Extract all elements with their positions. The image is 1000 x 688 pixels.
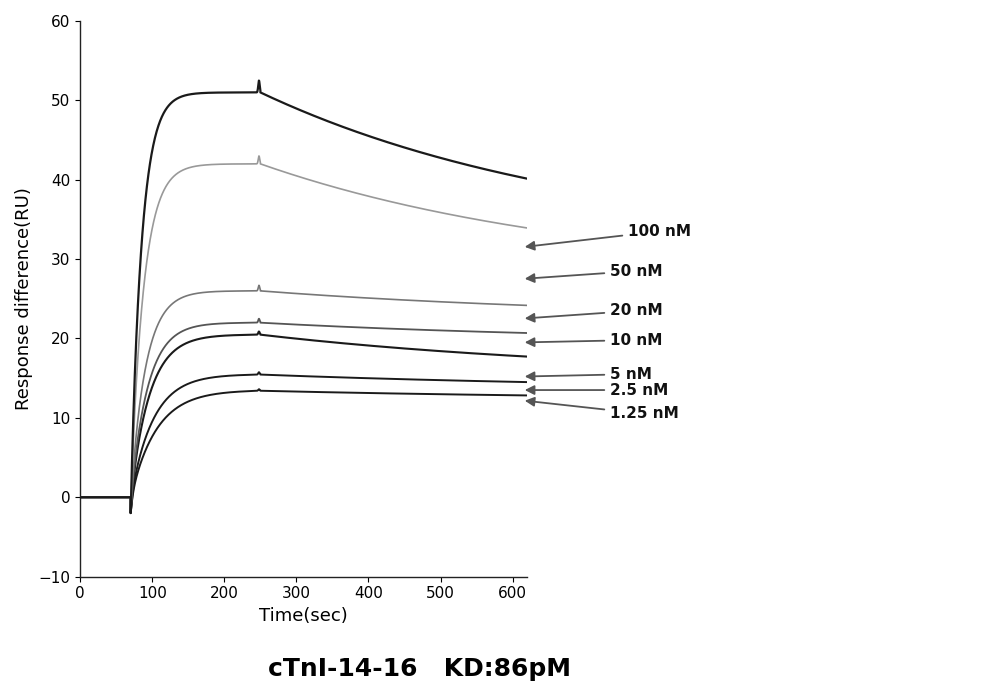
Text: 50 nM: 50 nM <box>527 264 662 282</box>
Text: 100 nM: 100 nM <box>527 224 691 250</box>
Text: cTnI-14-16   KD:86pM: cTnI-14-16 KD:86pM <box>268 657 572 681</box>
Y-axis label: Response difference(RU): Response difference(RU) <box>15 187 33 410</box>
Text: 1.25 nM: 1.25 nM <box>527 398 679 421</box>
Text: 5 nM: 5 nM <box>527 367 652 382</box>
Text: 20 nM: 20 nM <box>527 303 662 321</box>
X-axis label: Time(sec): Time(sec) <box>259 607 348 625</box>
Text: 10 nM: 10 nM <box>527 332 662 347</box>
Text: 2.5 nM: 2.5 nM <box>527 383 668 398</box>
